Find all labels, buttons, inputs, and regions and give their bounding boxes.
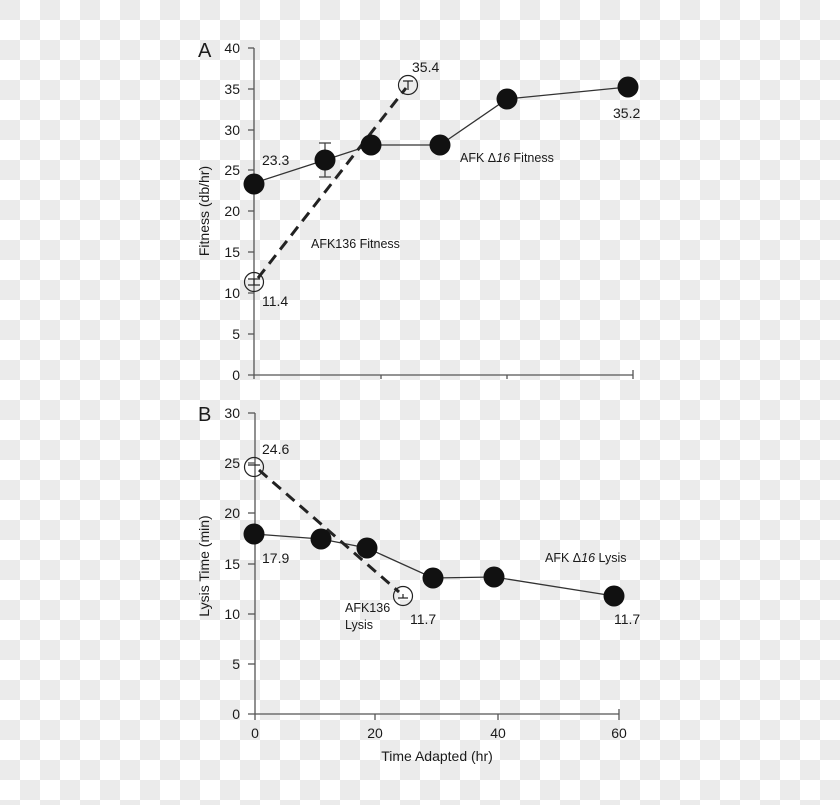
y-tick-label: 25 [224,162,240,178]
afk-delta16-fitness-line [253,86,629,184]
annotation: 35.2 [613,105,640,121]
panel-a-y-axis-label: Fitness (db/hr) [196,166,212,256]
y-tick-label: 15 [224,244,240,260]
x-tick-label: 40 [490,725,506,741]
data-point [243,173,265,195]
data-point [310,528,332,550]
data-point [496,88,518,110]
afk136-fitness-points [243,74,419,293]
y-tick-label: 15 [224,556,240,572]
panel-b-label: B [198,404,211,426]
panel-a-y-tick-labels: 0 5 10 15 20 25 30 35 40 [224,40,240,383]
data-point-open [397,74,419,96]
data-point-open [243,271,265,293]
afk136-lysis-line [258,468,400,594]
annotation: 35.4 [412,59,439,75]
data-point [356,537,378,559]
series-label-afk136-lysis: Lysis [345,618,373,632]
data-point [617,76,639,98]
data-point [314,149,336,171]
panel-a-annotations: 23.3 35.4 35.2 11.4 AFK136 Fitness AFK Δ… [262,59,640,309]
annotation: 23.3 [262,152,289,168]
data-point [360,134,382,156]
data-point [603,585,625,607]
data-point [243,523,265,545]
afk136-fitness-line [256,87,408,279]
panel-a-label: A [198,40,212,62]
afk-delta16-fitness-points [243,76,639,195]
panel-a: A 0 5 10 15 20 25 30 [196,40,640,383]
x-tick-label: 60 [611,725,627,741]
x-tick-label: 20 [367,725,383,741]
data-point-open [243,456,265,478]
panel-b-y-tick-labels: 0 5 10 15 20 25 30 [224,405,240,722]
annotation: 11.4 [262,293,288,309]
y-tick-label: 10 [224,606,240,622]
series-label-afk136-fitness: AFK136 Fitness [311,237,400,251]
annotation: 17.9 [262,550,289,566]
x-axis-label: Time Adapted (hr) [381,748,493,764]
afk-delta16-lysis-points [243,523,625,607]
data-point [429,134,451,156]
panel-b-y-axis-label: Lysis Time (min) [196,515,212,616]
series-label-afk-delta16-lysis: AFK Δ16 Lysis [545,551,627,565]
y-tick-label: 20 [224,203,240,219]
afk136-lysis-points [243,456,414,607]
y-tick-label: 5 [232,326,240,342]
y-tick-label: 30 [224,122,240,138]
y-tick-label: 20 [224,505,240,521]
annotation: 11.7 [410,611,436,627]
y-tick-label: 0 [232,367,240,383]
panel-a-axes [248,47,634,379]
y-tick-label: 30 [224,405,240,421]
x-tick-labels: 0 20 40 60 [251,725,627,741]
panel-b: B 0 5 10 15 20 25 30 0 20 40 [196,404,640,764]
y-tick-label: 25 [224,455,240,471]
series-label-afk-delta16-fitness: AFK Δ16 Fitness [460,151,554,165]
series-label-afk136-lysis: AFK136 [345,601,390,615]
y-tick-label: 35 [224,81,240,97]
y-tick-label: 0 [232,706,240,722]
y-tick-label: 10 [224,285,240,301]
data-point [483,566,505,588]
annotation: 11.7 [614,611,640,627]
y-tick-label: 5 [232,656,240,672]
afk-delta16-lysis-line [253,533,615,597]
panel-b-annotations: 24.6 17.9 11.7 11.7 AFK Δ16 Lysis AFK136… [262,441,640,632]
annotation: 24.6 [262,441,289,457]
data-point [422,567,444,589]
x-tick-label: 0 [251,725,259,741]
data-point-open [392,585,414,607]
panel-b-axes [248,412,620,720]
y-tick-label: 40 [224,40,240,56]
